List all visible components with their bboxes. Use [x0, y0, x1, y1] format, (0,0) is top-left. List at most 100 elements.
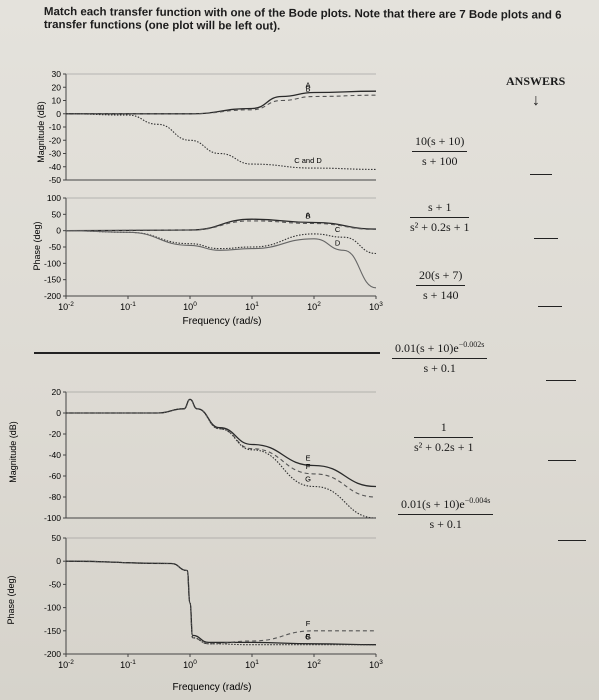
top-phase-ticks: 100 50 0 -50 -100 -150 -200: [44, 193, 66, 301]
bot-ph-tick-label: -100: [44, 603, 61, 613]
transfer-function-4: 0.01(s + 10)e−0.002s s + 0.1: [392, 340, 488, 376]
bot-mag-series-label: F: [306, 462, 311, 471]
tf6-numerator: 0.01(s + 10)e−0.004s: [398, 496, 494, 515]
top-mag-tick-label: -10: [49, 122, 62, 132]
transfer-function-6: 0.01(s + 10)e−0.004s s + 0.1: [398, 496, 494, 532]
top-ph-tick-label: -100: [44, 258, 61, 268]
bot-ph-tick-label: -200: [44, 649, 61, 659]
top-mag-tick-label: -20: [49, 135, 62, 145]
top-phase-ylabel: Phase (deg): [32, 221, 42, 270]
tf1-denominator: s + 100: [422, 154, 458, 168]
top-ph-tick-label: 50: [52, 209, 62, 219]
top-ph-tick-label: -200: [44, 291, 61, 301]
top-ph-series-d: [65, 230, 377, 289]
bot-ph-tick-label: 0: [56, 556, 61, 566]
bot-mag-series-label: G: [305, 475, 311, 484]
tf4-numerator: 0.01(s + 10)e−0.002s: [392, 340, 488, 359]
bot-mag-tick-label: -100: [44, 513, 61, 523]
answer-blank-5[interactable]: [548, 460, 576, 461]
top-ph-tick-label: -50: [49, 242, 62, 252]
top-mag-series-b: [66, 94, 377, 115]
bottom-magnitude-axes: [65, 391, 376, 519]
top-mag-series-label: A: [305, 81, 310, 90]
bot-ph-series-label: E: [305, 632, 310, 641]
top-xtick-label: 10-2: [58, 301, 74, 312]
bot-ph-series-g: [65, 560, 376, 646]
top-phase-curves: AB CD: [65, 211, 377, 289]
bot-mag-series-label: E: [305, 454, 310, 463]
bot-xtick-label: 103: [369, 659, 383, 670]
bot-ph-tick-label: -50: [49, 579, 62, 589]
bot-ph-tick-label: -150: [44, 626, 61, 636]
answer-blank-3[interactable]: [538, 306, 562, 307]
bottom-xlabel: Frequency (rad/s): [173, 682, 252, 693]
top-xlabel: Frequency (rad/s): [183, 316, 262, 327]
tf5-numerator: 1: [414, 420, 474, 438]
top-ph-series-c: [65, 230, 377, 255]
tf6-exponent: −0.004s: [464, 496, 491, 505]
answer-blank-4[interactable]: [546, 380, 576, 381]
transfer-function-2: s + 1 s² + 0.2s + 1: [410, 200, 470, 235]
question-text: Match each transfer function with one of…: [43, 6, 562, 33]
top-xtick-label: 102: [307, 301, 321, 312]
bot-mag-tick-label: -40: [49, 450, 62, 460]
bot-mag-series-e: [66, 398, 377, 488]
bot-xtick-label: 102: [307, 659, 321, 670]
bottom-phase-ylabel: Phase (deg): [6, 575, 16, 624]
answer-blank-1[interactable]: [530, 174, 552, 175]
top-mag-series-c-and-d: [65, 113, 377, 170]
top-mag-series-a: [66, 90, 377, 115]
bot-xtick-label: 101: [245, 659, 259, 670]
bot-xtick-label: 100: [183, 659, 197, 670]
top-ph-series-label: D: [335, 238, 341, 247]
section-divider: [34, 352, 380, 354]
bot-mag-series-f: [66, 398, 377, 498]
down-arrow-icon: ↓: [532, 92, 540, 109]
top-ph-tick-label: -150: [44, 275, 61, 285]
bot-ph-series-e: [65, 560, 377, 646]
bottom-frequency-ticks: 10-2 10-1 100 101 102 103: [58, 654, 383, 670]
top-xtick-label: 100: [183, 301, 197, 312]
tf3-numerator: 20(s + 7): [416, 268, 466, 286]
tf5-denominator: s² + 0.2s + 1: [414, 440, 474, 454]
top-ph-series-b: [65, 220, 377, 232]
top-xtick-label: 10-1: [120, 301, 136, 312]
top-magnitude-axes: [65, 73, 376, 181]
bot-ph-series-label: G: [305, 633, 311, 642]
top-phase-axes: [65, 197, 376, 297]
top-mag-series-label: B: [305, 85, 310, 94]
top-ph-tick-label: 0: [56, 226, 61, 236]
bot-mag-tick-label: 20: [52, 387, 62, 397]
bottom-magnitude-ylabel: Magnitude (dB): [8, 421, 18, 483]
top-magnitude-ticks: 30 20 10 0 -10 -20 -30 -40 -50: [49, 69, 66, 185]
top-mag-tick-label: -30: [49, 149, 62, 159]
bottom-phase-axes: [65, 537, 376, 655]
bottom-phase-ticks: 50 0 -50 -100 -150 -200: [44, 533, 66, 659]
transfer-function-3: 20(s + 7) s + 140: [416, 268, 466, 303]
top-xtick-label: 101: [245, 301, 259, 312]
bot-mag-series-g: [66, 398, 377, 519]
answer-blank-6[interactable]: [558, 540, 586, 541]
tf4-denominator: s + 0.1: [423, 361, 456, 375]
bot-ph-tick-label: 50: [52, 533, 62, 543]
top-ph-tick-label: 100: [47, 193, 61, 203]
tf2-denominator: s² + 0.2s + 1: [410, 220, 470, 234]
top-mag-tick-label: -50: [49, 175, 62, 185]
top-mag-tick-label: -40: [49, 162, 62, 172]
top-ph-series-a: [65, 218, 377, 232]
bot-mag-tick-label: -80: [49, 492, 62, 502]
bottom-magnitude-ticks: 20 0 -20 -40 -60 -80 -100: [44, 387, 66, 523]
bottom-phase-curves: EFG: [65, 560, 377, 646]
tf6-numerator-text: 0.01(s + 10)e: [401, 497, 465, 511]
top-mag-tick-label: 10: [52, 96, 62, 106]
answers-header: ANSWERS: [506, 74, 566, 88]
tf6-denominator: s + 0.1: [429, 517, 462, 531]
answer-blank-2[interactable]: [534, 238, 558, 239]
tf1-numerator: 10(s + 10): [412, 134, 468, 152]
tf2-numerator: s + 1: [410, 200, 470, 218]
top-mag-tick-label: 0: [56, 109, 61, 119]
top-mag-tick-label: 30: [52, 69, 62, 79]
bottom-magnitude-curves: EFG: [66, 398, 377, 519]
